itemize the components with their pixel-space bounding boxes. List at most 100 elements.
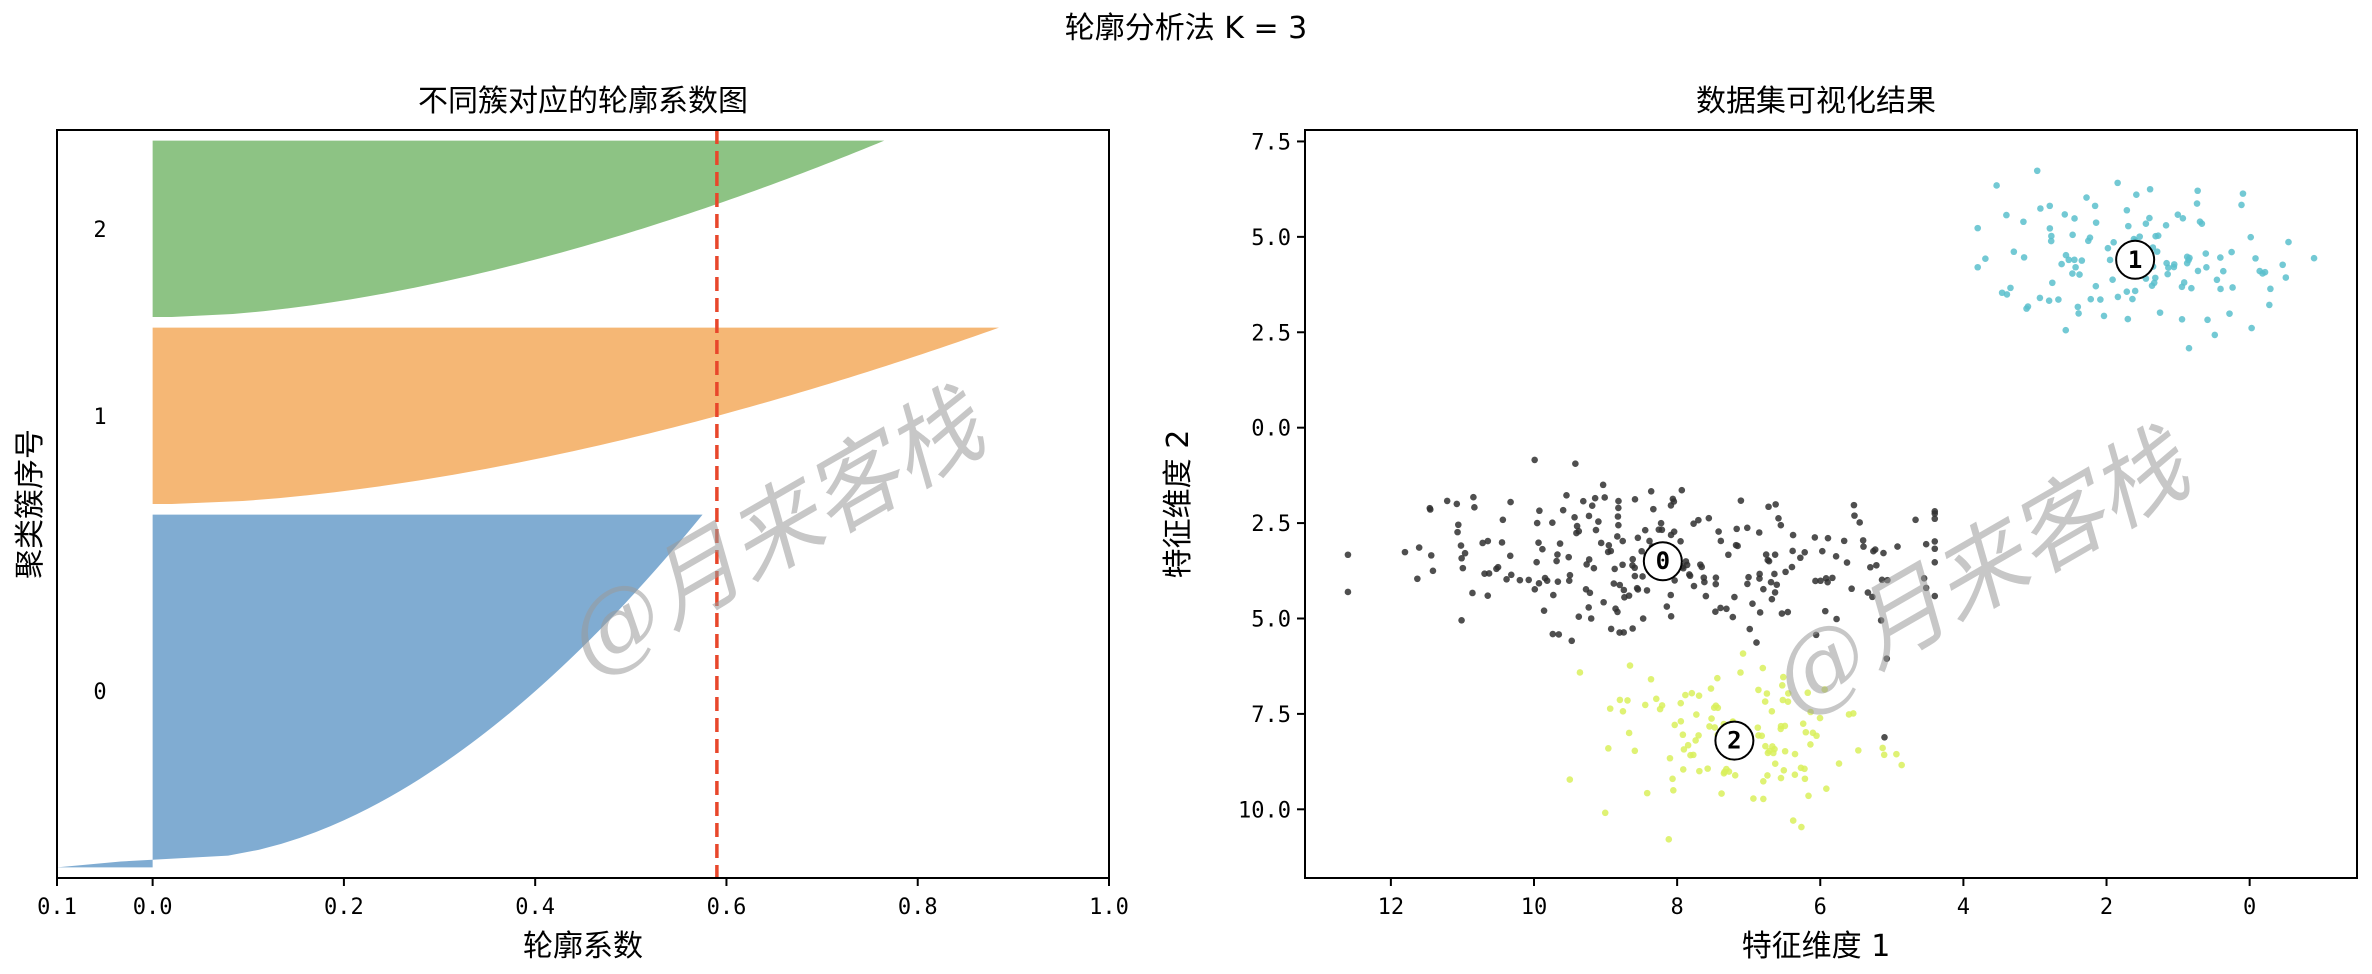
scatter-point-cluster-0: [1563, 492, 1570, 499]
scatter-point-cluster-1: [2020, 254, 2028, 261]
scatter-point-cluster-1: [2229, 284, 2236, 291]
scatter-point-cluster-2: [1760, 795, 1767, 803]
scatter-point-cluster-2: [1763, 690, 1771, 697]
scatter-point-cluster-0: [1604, 548, 1612, 556]
scatter-point-cluster-0: [1575, 613, 1583, 620]
scatter-x-ticks: 12 10 8 6 4 2 0: [1378, 878, 2256, 920]
scatter-point-cluster-1: [2123, 206, 2131, 214]
silhouette-x-tick-label: 0.0: [133, 895, 173, 920]
scatter-point-cluster-1: [2266, 301, 2273, 309]
scatter-point-cluster-1: [2046, 202, 2054, 210]
scatter-point-cluster-0: [1484, 592, 1492, 599]
scatter-point-cluster-1: [2061, 211, 2069, 218]
scatter-point-cluster-2: [1706, 723, 1713, 730]
scatter-point-cluster-0: [1605, 542, 1613, 549]
silhouette-panel: 不同簇对应的轮廓系数图 0.1 0.0 0.2 0.4 0.6 0.8 1.0 0 1 2 轮廓…: [13, 84, 1129, 964]
scatter-point-cluster-2: [1631, 747, 1639, 755]
silhouette-title: 不同簇对应的轮廓系数图: [418, 84, 748, 119]
scatter-point-cluster-2: [1693, 711, 1700, 718]
scatter-point-cluster-2: [1714, 674, 1721, 682]
scatter-point-cluster-0: [1454, 528, 1461, 536]
scatter-point-cluster-0: [1559, 506, 1567, 514]
scatter-point-cluster-0: [1767, 578, 1775, 586]
scatter-point-cluster-0: [1717, 604, 1724, 612]
scatter-point-cluster-0: [1634, 586, 1642, 593]
scatter-point-cluster-2: [1769, 743, 1776, 750]
scatter-point-cluster-1: [2247, 233, 2255, 241]
scatter-point-cluster-0: [1756, 570, 1763, 578]
scatter-point-cluster-0: [1771, 589, 1779, 596]
scatter-point-cluster-0: [1344, 588, 1352, 596]
scatter-point-cluster-0: [1931, 558, 1939, 566]
scatter-point-cluster-2: [1658, 702, 1666, 709]
scatter-point-cluster-2: [1807, 708, 1814, 716]
scatter-point-cluster-0: [1712, 574, 1720, 581]
scatter-point-cluster-0: [1884, 576, 1891, 584]
scatter-point-cluster-0: [1922, 584, 1930, 592]
silhouette-x-ticks: 0.1 0.0 0.2 0.4 0.6 0.8 1.0: [37, 878, 1129, 920]
scatter-point-cluster-0: [1650, 505, 1657, 513]
scatter-point-cluster-0: [1873, 561, 1880, 569]
scatter-point-cluster-0: [1572, 460, 1579, 467]
scatter-point-cluster-2: [1791, 750, 1799, 758]
scatter-point-cluster-0: [1670, 528, 1678, 535]
scatter-point-cluster-0: [1610, 580, 1618, 587]
scatter-point-cluster-1: [2125, 222, 2132, 230]
scatter-point-cluster-2: [1566, 776, 1574, 783]
scatter-point-cluster-0: [1620, 629, 1628, 636]
scatter-point-cluster-1: [2114, 293, 2122, 301]
scatter-point-cluster-1: [2194, 187, 2201, 195]
scatter-point-cluster-0: [1744, 580, 1751, 588]
scatter-point-cluster-1: [2003, 211, 2010, 219]
scatter-point-cluster-0: [1611, 565, 1618, 573]
scatter-point-cluster-0: [1499, 516, 1507, 524]
scatter-points: [1344, 167, 2318, 843]
scatter-point-cluster-2: [1670, 786, 1677, 794]
scatter-point-cluster-1: [2072, 263, 2079, 271]
scatter-point-cluster-2: [1665, 836, 1673, 843]
scatter-point-cluster-0: [1832, 553, 1840, 560]
scatter-point-cluster-2: [1679, 731, 1687, 739]
scatter-point-cluster-0: [1401, 548, 1409, 556]
scatter-point-cluster-0: [1812, 631, 1820, 639]
scatter-point-cluster-0: [1667, 591, 1675, 599]
scatter-point-cluster-0: [1601, 494, 1608, 501]
scatter-point-cluster-2: [1695, 732, 1702, 739]
scatter-point-cluster-2: [1605, 745, 1612, 752]
silhouette-x-tick-label: 1.0: [1089, 895, 1129, 920]
scatter-point-cluster-0: [1745, 573, 1752, 581]
scatter-point-cluster-0: [1507, 571, 1515, 579]
scatter-point-cluster-2: [1690, 751, 1697, 759]
scatter-point-cluster-0: [1426, 506, 1434, 513]
scatter-point-cluster-2: [1855, 747, 1862, 754]
scatter-point-cluster-2: [1821, 686, 1828, 693]
scatter-point-cluster-2: [1695, 692, 1703, 700]
scatter-point-cluster-1: [2219, 267, 2227, 275]
scatter-point-cluster-0: [1856, 519, 1863, 526]
scatter-point-cluster-2: [1737, 669, 1744, 676]
scatter-point-cluster-0: [1455, 521, 1462, 529]
scatter-point-cluster-0: [1749, 600, 1756, 607]
scatter-point-cluster-2: [1799, 720, 1807, 727]
silhouette-plot-frame: [56, 129, 1110, 879]
scatter-point-cluster-1: [2136, 233, 2143, 240]
scatter-point-cluster-2: [1823, 785, 1830, 792]
scatter-point-cluster-0: [1881, 733, 1888, 741]
scatter-point-cluster-0: [1344, 551, 1352, 559]
scatter-point-cluster-0: [1850, 501, 1858, 509]
scatter-point-cluster-0: [1453, 500, 1461, 508]
scatter-point-cluster-2: [1779, 696, 1787, 704]
silhouette-cluster-labels: 0 1 2: [93, 218, 106, 705]
scatter-y-tick-label: 7.5: [1251, 703, 1291, 728]
scatter-point-cluster-0: [1746, 625, 1754, 633]
scatter-point-cluster-1: [2109, 276, 2116, 283]
scatter-point-cluster-2: [1704, 765, 1711, 772]
scatter-point-cluster-2: [1781, 747, 1789, 755]
scatter-point-cluster-2: [1802, 728, 1810, 736]
scatter-point-cluster-0: [1643, 587, 1651, 594]
scatter-point-cluster-0: [1817, 577, 1824, 585]
scatter-point-cluster-2: [1688, 689, 1696, 697]
scatter-point-cluster-1: [2076, 271, 2083, 278]
scatter-point-cluster-1: [2036, 294, 2044, 302]
scatter-point-cluster-0: [1729, 613, 1737, 621]
